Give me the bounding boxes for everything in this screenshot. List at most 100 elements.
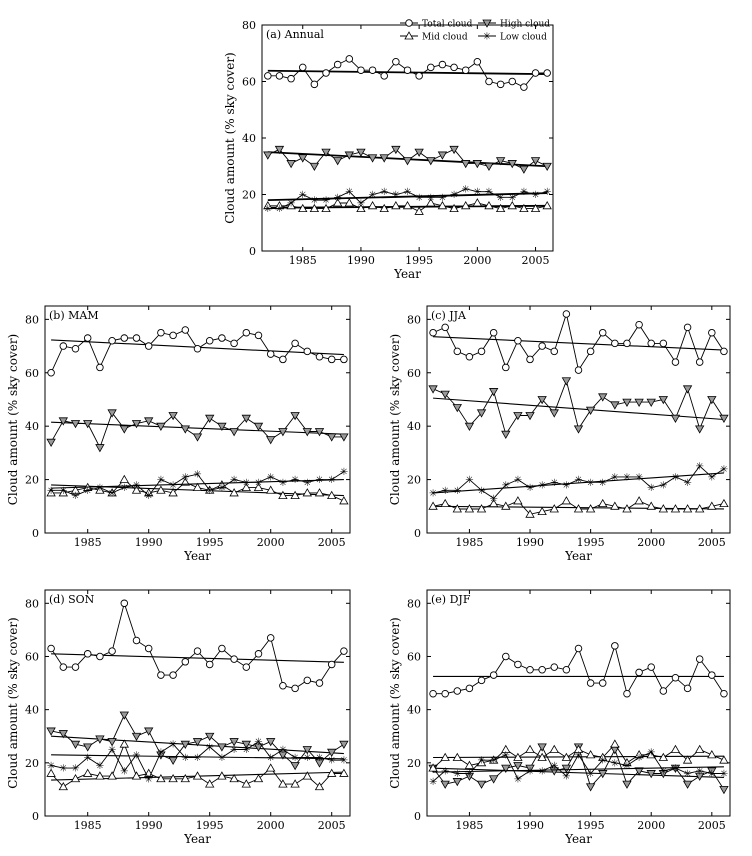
data-point: ✳ (340, 467, 348, 478)
data-point (646, 398, 656, 407)
data-point: ✳ (683, 478, 691, 489)
data-point (230, 339, 238, 348)
y-tick-label: 0 (414, 527, 421, 540)
legend-marker (404, 31, 414, 40)
data-point (309, 162, 320, 172)
data-point: ✳ (477, 486, 485, 497)
data-point: ✳ (526, 766, 534, 777)
data-point (119, 474, 129, 483)
series-line (267, 188, 548, 210)
data-point (525, 764, 535, 773)
data-point: ✳ (242, 745, 250, 756)
data-point: ✳ (120, 766, 128, 777)
data-point (131, 771, 142, 780)
data-point: ✳ (403, 187, 411, 198)
trend-line (433, 767, 724, 778)
data-point: ✳ (264, 204, 272, 215)
data-point (132, 334, 141, 342)
data-point (635, 668, 643, 677)
data-point (440, 752, 450, 761)
y-tick-label: 0 (249, 245, 256, 258)
data-point (450, 63, 458, 72)
data-point: ✳ (230, 745, 238, 756)
data-point (426, 157, 436, 166)
data-point (707, 396, 717, 405)
data-point: ✳ (683, 769, 691, 780)
data-point: ✳ (193, 753, 201, 764)
data-point: ✳ (59, 764, 67, 775)
series-mid-cloud (263, 198, 552, 215)
data-point (520, 83, 528, 91)
data-point (543, 69, 551, 77)
data-point: ✳ (181, 753, 189, 764)
data-point (426, 198, 436, 207)
series-total-cloud (264, 55, 551, 91)
data-point (157, 671, 165, 679)
x-tick-label: 1990 (135, 819, 163, 832)
data-point: ✳ (708, 472, 716, 483)
data-point: ✳ (303, 753, 311, 764)
data-point (327, 748, 337, 757)
data-point: ✳ (441, 486, 449, 497)
data-point (254, 331, 263, 340)
data-point (120, 599, 129, 608)
data-point: ✳ (696, 766, 704, 777)
x-tick-label: 1985 (455, 819, 483, 832)
data-point (537, 506, 547, 516)
series-high-cloud (428, 377, 729, 439)
data-point (367, 200, 378, 210)
data-point: ✳ (287, 198, 295, 209)
data-point: ✳ (267, 753, 275, 764)
data-point: ✳ (193, 470, 201, 481)
data-point (658, 396, 669, 405)
data-point: ✳ (275, 204, 283, 215)
data-point (538, 342, 546, 350)
data-point: ✳ (157, 475, 165, 486)
data-point: ✳ (623, 761, 631, 772)
data-point: ✳ (647, 483, 655, 494)
data-point (452, 504, 462, 513)
data-point (695, 655, 704, 663)
data-point: ✳ (611, 758, 619, 769)
data-point: ✳ (132, 750, 140, 761)
data-point (169, 331, 177, 340)
data-point (266, 763, 276, 772)
data-point (438, 60, 447, 69)
data-point (513, 762, 523, 771)
data-point (403, 66, 412, 74)
data-point (549, 744, 559, 753)
data-point: ✳ (380, 187, 388, 198)
data-point (96, 652, 104, 661)
panel-annual: 1985 1990 1995 2000 2005 0 20 40 60 80 (a) Annual Y… (223, 19, 554, 281)
data-point (428, 763, 438, 772)
data-point: ✳ (120, 483, 128, 494)
data-point (333, 60, 342, 69)
data-point: ✳ (181, 472, 189, 483)
trend-line (267, 192, 548, 202)
y-axis-label: Cloud amount (% sky cover) (6, 617, 20, 789)
y-tick-label: 40 (242, 132, 256, 145)
data-point (646, 770, 656, 779)
data-point: ✳ (429, 488, 437, 499)
data-point (473, 57, 482, 66)
data-point (327, 433, 337, 442)
data-point (525, 509, 535, 518)
legend-marker (405, 19, 413, 27)
data-point (291, 684, 299, 693)
data-point (266, 738, 276, 747)
data-point (476, 409, 487, 418)
data-point: ✳ (206, 486, 214, 497)
data-point (218, 644, 226, 653)
data-point (622, 780, 632, 789)
data-point (670, 414, 681, 423)
data-point (719, 755, 729, 764)
data-point (561, 377, 572, 386)
y-tick-label: 80 (25, 313, 39, 326)
data-point: ✳ (108, 745, 116, 756)
data-point (229, 773, 239, 783)
y-tick-label: 0 (32, 527, 39, 540)
data-point (440, 498, 450, 508)
data-point (611, 339, 619, 348)
data-point (537, 752, 547, 761)
data-point (168, 488, 178, 497)
